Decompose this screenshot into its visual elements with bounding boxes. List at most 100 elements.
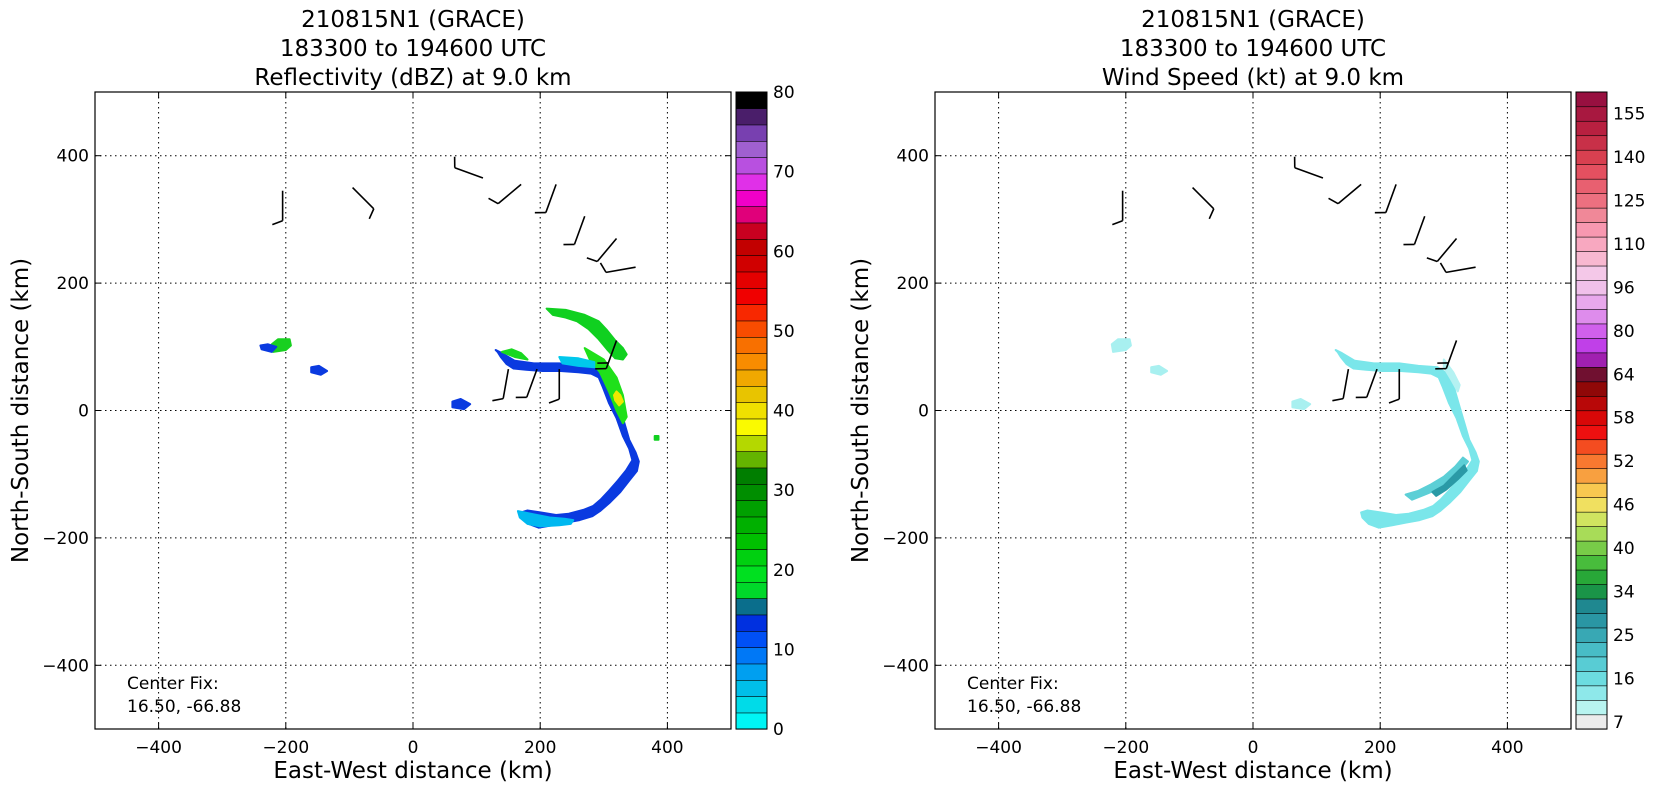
colorbar-swatch [1575,279,1608,296]
colorbar-swatch [735,271,768,289]
wind-barb [534,184,557,214]
x-tick-label: −400 [135,738,182,758]
rainband-green [545,307,628,361]
colorbar-tick-label: 64 [1613,365,1635,385]
x-tick-label: 400 [1491,738,1523,758]
barb-staff [1337,183,1362,205]
wind-barb [595,340,618,370]
wind-barb [1332,368,1350,402]
colorbar-swatch [1575,366,1608,383]
colorbar-swatch [735,679,768,697]
colorbar-swatch [1575,308,1608,325]
colorbar-swatch [1575,424,1608,441]
colorbar-swatch [735,434,768,452]
chart-title-line: 183300 to 194600 UTC [280,36,546,62]
colorbar-swatch [1575,221,1608,238]
barb-staff [502,368,510,399]
colorbar-swatch [1575,106,1608,122]
wind-barb [1328,183,1362,205]
wind-barb [453,156,484,179]
colorbar-swatch [1575,612,1608,629]
barb-staff [605,266,636,274]
colorbar-tick-label: 58 [1613,409,1635,429]
wind-barb [548,369,561,404]
colorbar-swatch [735,304,768,322]
wind-barb [1439,262,1476,274]
colorbar-tick-label: 25 [1613,626,1635,646]
colorbar-swatch [1575,178,1608,194]
colorbar-swatch [1575,352,1608,368]
colorbar-swatch [735,630,768,648]
barb-flag [1332,397,1344,402]
colorbar-tick-label: 60 [773,242,795,262]
rainband-yellow [613,390,624,407]
colorbar-swatch [735,549,768,567]
wind-barb [488,183,522,205]
colorbar-swatch [735,467,768,485]
wind-barb [1435,340,1458,370]
barb-flag [492,397,504,402]
y-tick-label: −200 [882,529,929,549]
colorbar-swatch [735,483,768,501]
chart-panel-1: 210815N1 (GRACE) 183300 to 194600 UTC Refl… [8,7,795,784]
colorbar-swatch [1575,540,1608,556]
center-fix-annotation: Center Fix: [127,674,219,694]
colorbar-swatch [1575,91,1608,108]
colorbar-swatch [1575,453,1608,470]
y-tick-label: 0 [918,402,929,422]
x-tick-label: 400 [651,738,683,758]
colorbar-swatch [1575,439,1608,455]
colorbar-swatch [735,418,768,436]
barb-staff [1413,215,1426,245]
barb-flag [1426,257,1438,263]
x-axis-label: East-West distance (km) [1113,758,1392,784]
wind-barb [515,368,538,399]
colorbar-tick-label: 155 [1613,105,1645,125]
colorbar-tick-label: 20 [773,561,795,581]
x-tick-label: 0 [408,738,419,758]
colorbar-swatch [1575,569,1608,585]
windband-outer [1334,349,1480,529]
colorbar-tick-label: 80 [1613,322,1635,342]
barb-staff [497,183,522,205]
colorbar-tick-label: 50 [773,322,795,342]
colorbar-tick-label: 125 [1613,192,1645,212]
barb-staff [596,237,618,263]
y-tick-label: 0 [78,402,89,422]
x-tick-label: 200 [1364,738,1396,758]
colorbar-swatch [735,336,768,354]
chart-panel-2: 210815N1 (GRACE) 183300 to 194600 UTC Wind… [848,7,1645,784]
colorbar-swatch [1575,583,1608,600]
colorbar-swatch [735,581,768,599]
colorbar-frame [735,91,768,730]
rainband-south-green [501,348,529,361]
colorbar-tick-label: 110 [1613,235,1645,255]
colorbar-swatch [1575,670,1608,687]
chart-title-line: 210815N1 (GRACE) [1141,7,1365,33]
x-axis-label: East-West distance (km) [273,758,552,784]
colorbar-swatch [1575,207,1608,223]
colorbar-swatch [735,385,768,403]
wind-barb [1388,369,1401,404]
barb-flag [599,262,607,273]
colorbar-swatch [735,532,768,550]
colorbar-swatch [1575,337,1608,354]
colorbar: 7 16 25 34 40 46 52 58 64 80 96 110 125 140 155 [1575,91,1645,733]
wind-barb [272,190,284,226]
wind-barb [1426,237,1458,263]
wind-barb [492,368,510,402]
colorbar-tick-label: 0 [773,720,784,740]
colorbar-swatch [1575,511,1608,527]
wind-barb [599,262,636,274]
wind-mid [1150,364,1169,376]
colorbar-swatch [735,598,768,616]
colorbar-tick-label: 30 [773,481,795,501]
wind-barb [563,215,586,246]
colorbar-swatch [735,173,768,191]
barb-flag [488,197,499,205]
colorbar-swatch [735,189,768,207]
colorbar-swatch [1575,135,1608,151]
colorbar-swatch [735,157,768,175]
colorbar-swatch [735,614,768,632]
